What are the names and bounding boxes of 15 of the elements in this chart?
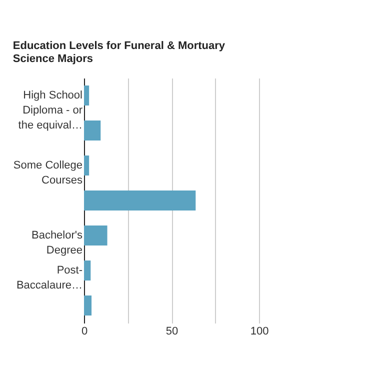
bar [84, 260, 91, 280]
x-tick-label: 100 [250, 326, 269, 338]
bar [84, 226, 108, 246]
bar [84, 120, 101, 140]
bar [84, 190, 196, 210]
y-tick-label: High School Diploma - or the equival… [18, 90, 83, 132]
bar [84, 156, 90, 176]
x-tick-label: 0 [81, 326, 88, 338]
x-tick-label: 50 [166, 326, 178, 338]
chart-title: Education Levels for Funeral & Mortuary Science Majors [12, 40, 226, 65]
bar [84, 86, 90, 106]
y-tick-label: Bachelor's Degree [31, 230, 83, 256]
y-tick-label: Post-Baccalaure… [16, 264, 83, 292]
y-tick-label: Some College Courses [13, 160, 83, 186]
bar [84, 296, 92, 316]
